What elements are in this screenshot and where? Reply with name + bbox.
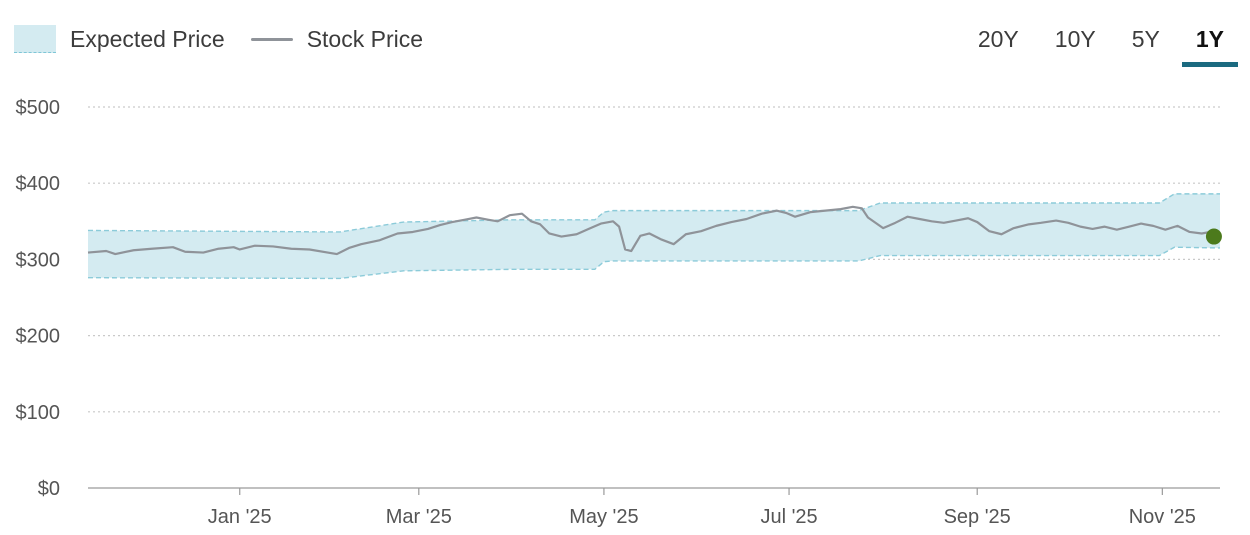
y-tick-label-100: $100 — [16, 402, 61, 424]
y-tick-label-0: $0 — [38, 478, 60, 500]
legend-item-stock-price[interactable]: Stock Price — [250, 25, 424, 53]
x-tick-label-0: Jan '25 — [208, 506, 272, 528]
legend-item-expected-price[interactable]: Expected Price — [14, 25, 225, 53]
x-tick-label-4: Sep '25 — [944, 506, 1011, 528]
y-tick-label-500: $500 — [16, 97, 61, 119]
expected-price-swatch-icon — [14, 25, 56, 53]
x-tick-label-2: May '25 — [569, 506, 638, 528]
y-tick-label-200: $200 — [16, 326, 61, 348]
range-20y-button[interactable]: 20Y — [977, 26, 1019, 52]
x-tick-label-1: Mar '25 — [386, 506, 452, 528]
time-range-selector: 20Y 10Y 5Y 1Y — [956, 22, 1239, 67]
y-tick-label-300: $300 — [16, 249, 61, 271]
legend-label-stock-price: Stock Price — [306, 25, 424, 52]
range-10y-button[interactable]: 10Y — [1054, 26, 1096, 52]
expected-price-lower-edge — [87, 246, 1221, 280]
chart-legend: Expected Price Stock Price — [14, 22, 449, 56]
legend-label-expected-price: Expected Price — [70, 25, 225, 52]
x-tick-label-5: Nov '25 — [1129, 506, 1196, 528]
y-tick-label-400: $400 — [16, 173, 61, 195]
stock-price-line-icon — [250, 37, 293, 41]
expected-price-upper-edge — [87, 193, 1220, 233]
x-tick-label-3: Jul '25 — [760, 506, 817, 528]
range-1y-button[interactable]: 1Y — [1181, 22, 1239, 67]
current-price-point — [1205, 228, 1222, 245]
range-5y-button[interactable]: 5Y — [1131, 26, 1160, 52]
stock-price-line — [87, 205, 1215, 256]
